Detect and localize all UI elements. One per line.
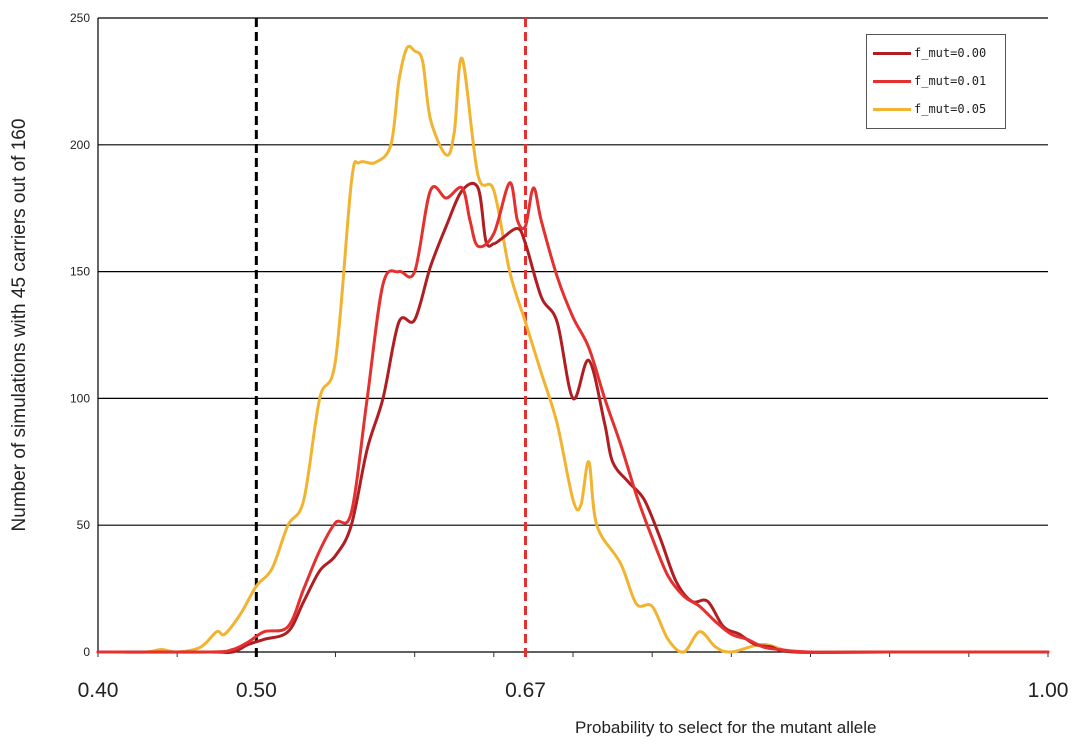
series-line-f-mut-0-01 bbox=[96, 181, 1050, 654]
legend-swatch bbox=[873, 79, 911, 83]
x-tick-label: 1.00 bbox=[1028, 679, 1069, 702]
x-axis-label: Probability to select for the mutant all… bbox=[575, 718, 877, 737]
legend: f_mut=0.00 f_mut=0.01 f_mut=0.05 bbox=[866, 34, 1006, 129]
series-line-f-mut-0-00 bbox=[96, 181, 1050, 655]
series-lines bbox=[96, 44, 1050, 655]
legend-label: f_mut=0.00 bbox=[914, 46, 987, 60]
y-tick-label: 250 bbox=[70, 11, 90, 25]
y-tick-label: 150 bbox=[70, 265, 90, 279]
legend-swatch bbox=[873, 107, 911, 111]
y-tick-label: 50 bbox=[77, 518, 91, 532]
legend-item-f-mut-000: f_mut=0.00 bbox=[873, 45, 986, 61]
series-line-f-mut-0-05 bbox=[96, 44, 1050, 655]
x-tick-label: 0.40 bbox=[78, 679, 119, 702]
x-tick-label: 0.67 bbox=[505, 679, 546, 702]
legend-swatch bbox=[873, 51, 911, 55]
legend-item-f-mut-001: f_mut=0.01 bbox=[873, 73, 986, 89]
y-tick-label: 100 bbox=[70, 391, 90, 405]
legend-label: f_mut=0.01 bbox=[914, 74, 987, 88]
x-tick-label: 0.50 bbox=[236, 679, 277, 702]
x-axis: 0.40 0.50 0.67 1.00 bbox=[78, 652, 1069, 702]
reference-lines bbox=[254, 18, 527, 662]
y-axis-label-text: Number of simulations with 45 carriers o… bbox=[9, 118, 30, 532]
y-tick-label: 0 bbox=[83, 645, 90, 659]
y-axis-ticks: 0 50 100 150 200 250 bbox=[70, 11, 90, 659]
y-tick-label: 200 bbox=[70, 138, 90, 152]
legend-item-f-mut-005: f_mut=0.05 bbox=[873, 101, 986, 117]
legend-label: f_mut=0.05 bbox=[914, 102, 987, 116]
